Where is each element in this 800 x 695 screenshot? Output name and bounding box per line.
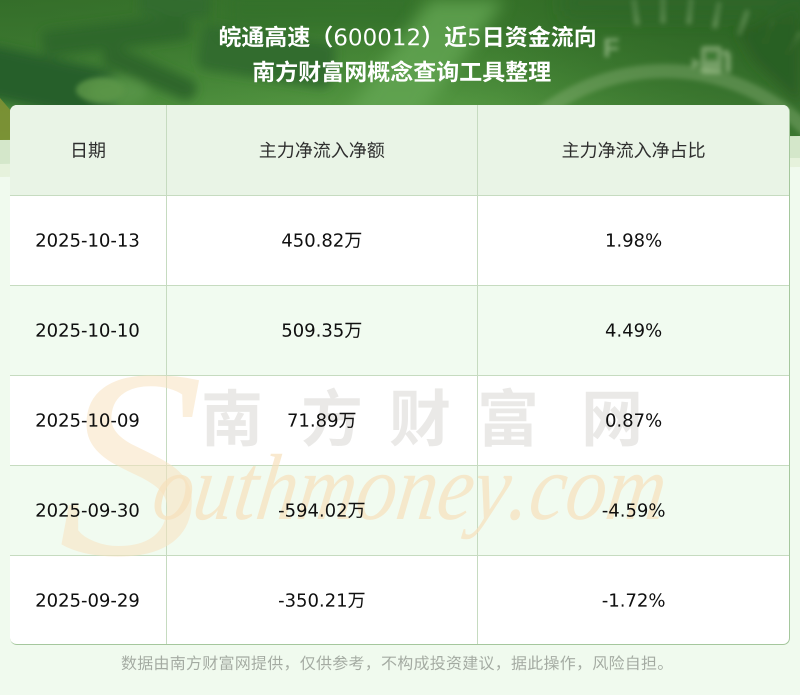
svg-text:F: F [603, 33, 620, 63]
